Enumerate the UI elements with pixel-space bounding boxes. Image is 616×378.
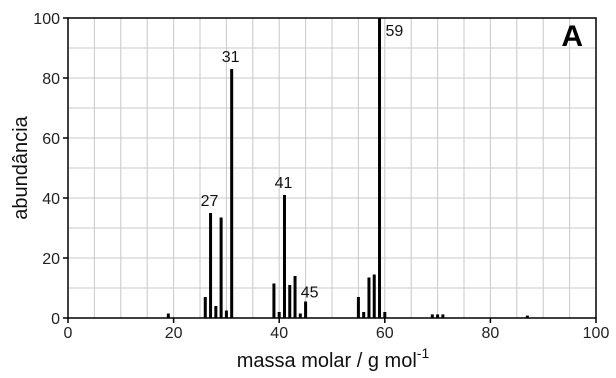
peak-bar-m69 [430, 314, 434, 318]
peak-bar-m87 [525, 315, 529, 318]
peak-bar-m26 [203, 297, 207, 318]
peak-bar-m42 [288, 285, 292, 318]
y-tick-label: 100 [33, 11, 60, 28]
peak-bar-m19 [166, 313, 170, 318]
panel-label: A [561, 20, 583, 53]
peak-annotation-31: 31 [222, 49, 240, 66]
peak-bar-m60 [383, 312, 387, 318]
peak-annotation-27: 27 [201, 193, 219, 210]
peak-annotation-45: 45 [301, 285, 319, 302]
peak-bar-m59 [378, 18, 382, 318]
peak-bar-m40 [277, 312, 281, 318]
peak-bar-m45 [304, 301, 308, 318]
peak-bar-m29 [219, 217, 223, 318]
peak-bar-m31 [230, 69, 234, 318]
y-tick-label: 40 [42, 191, 60, 208]
x-tick-label: 80 [482, 325, 500, 342]
x-tick-label: 20 [165, 325, 183, 342]
x-tick-label: 0 [64, 325, 73, 342]
peak-bar-m44 [298, 313, 302, 318]
peak-bar-m55 [356, 297, 360, 318]
peak-annotation-59: 59 [386, 23, 404, 40]
x-tick-label: 100 [583, 325, 610, 342]
x-tick-label: 40 [270, 325, 288, 342]
peak-bar-m43 [293, 276, 297, 318]
peak-annotation-41: 41 [275, 175, 293, 192]
y-axis-label: abundância [10, 115, 32, 219]
grid [68, 18, 596, 318]
peak-bar-m28 [214, 306, 218, 318]
x-axis-label-superscript: -1 [417, 345, 430, 361]
peak-bar-m27 [209, 213, 213, 318]
peak-bar-m57 [367, 277, 371, 318]
y-tick-label: 60 [42, 131, 60, 148]
plot-frame [67, 17, 597, 319]
peak-bar-m70 [436, 314, 440, 318]
y-tick-label: 0 [51, 311, 60, 328]
y-tick-label: 80 [42, 71, 60, 88]
x-tick-label: 60 [376, 325, 394, 342]
axes [63, 17, 597, 323]
x-axis-label: massa molar / g mol-1 [237, 345, 430, 372]
peak-bar-m71 [441, 314, 445, 318]
peak-bar-m39 [272, 283, 276, 318]
x-axis-label-main: massa molar / g mol [237, 350, 417, 372]
peak-bar-m30 [224, 310, 228, 318]
peak-annotations: 27 31 41 45 59 [201, 23, 404, 302]
peak-bar-m58 [372, 274, 376, 318]
peak-bar-m56 [362, 312, 366, 318]
bars [166, 18, 529, 318]
y-tick-label: 20 [42, 251, 60, 268]
tick-labels: 0 20 40 60 80 100 0 20 40 60 80 100 [33, 11, 609, 342]
peak-bar-m41 [282, 195, 286, 318]
